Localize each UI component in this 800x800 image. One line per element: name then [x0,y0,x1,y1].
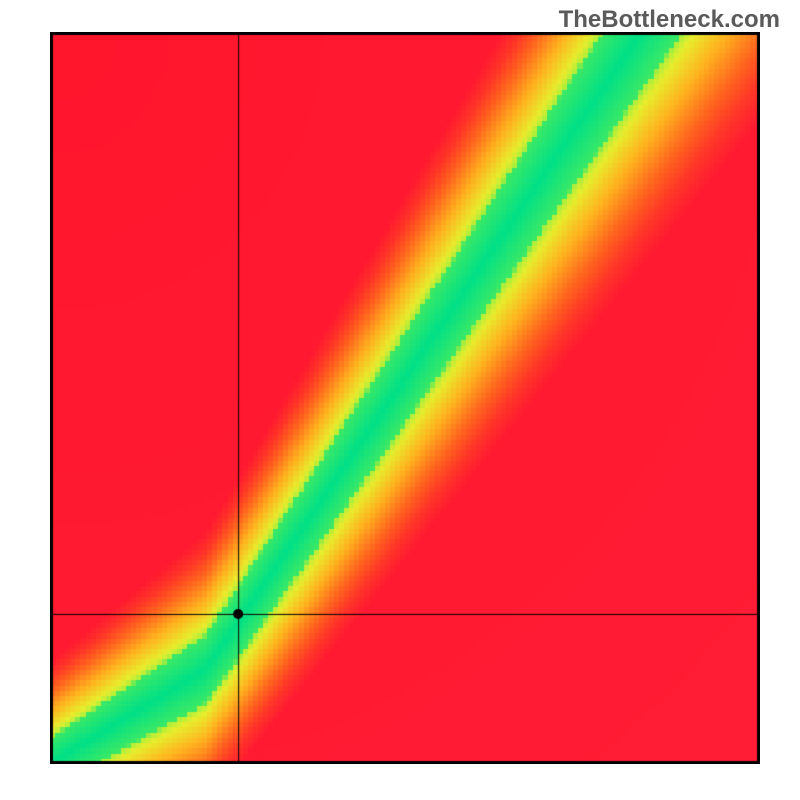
plot-frame [50,32,760,764]
heatmap-canvas [50,32,760,764]
chart-container: TheBottleneck.com [0,0,800,800]
watermark-text: TheBottleneck.com [559,6,780,34]
